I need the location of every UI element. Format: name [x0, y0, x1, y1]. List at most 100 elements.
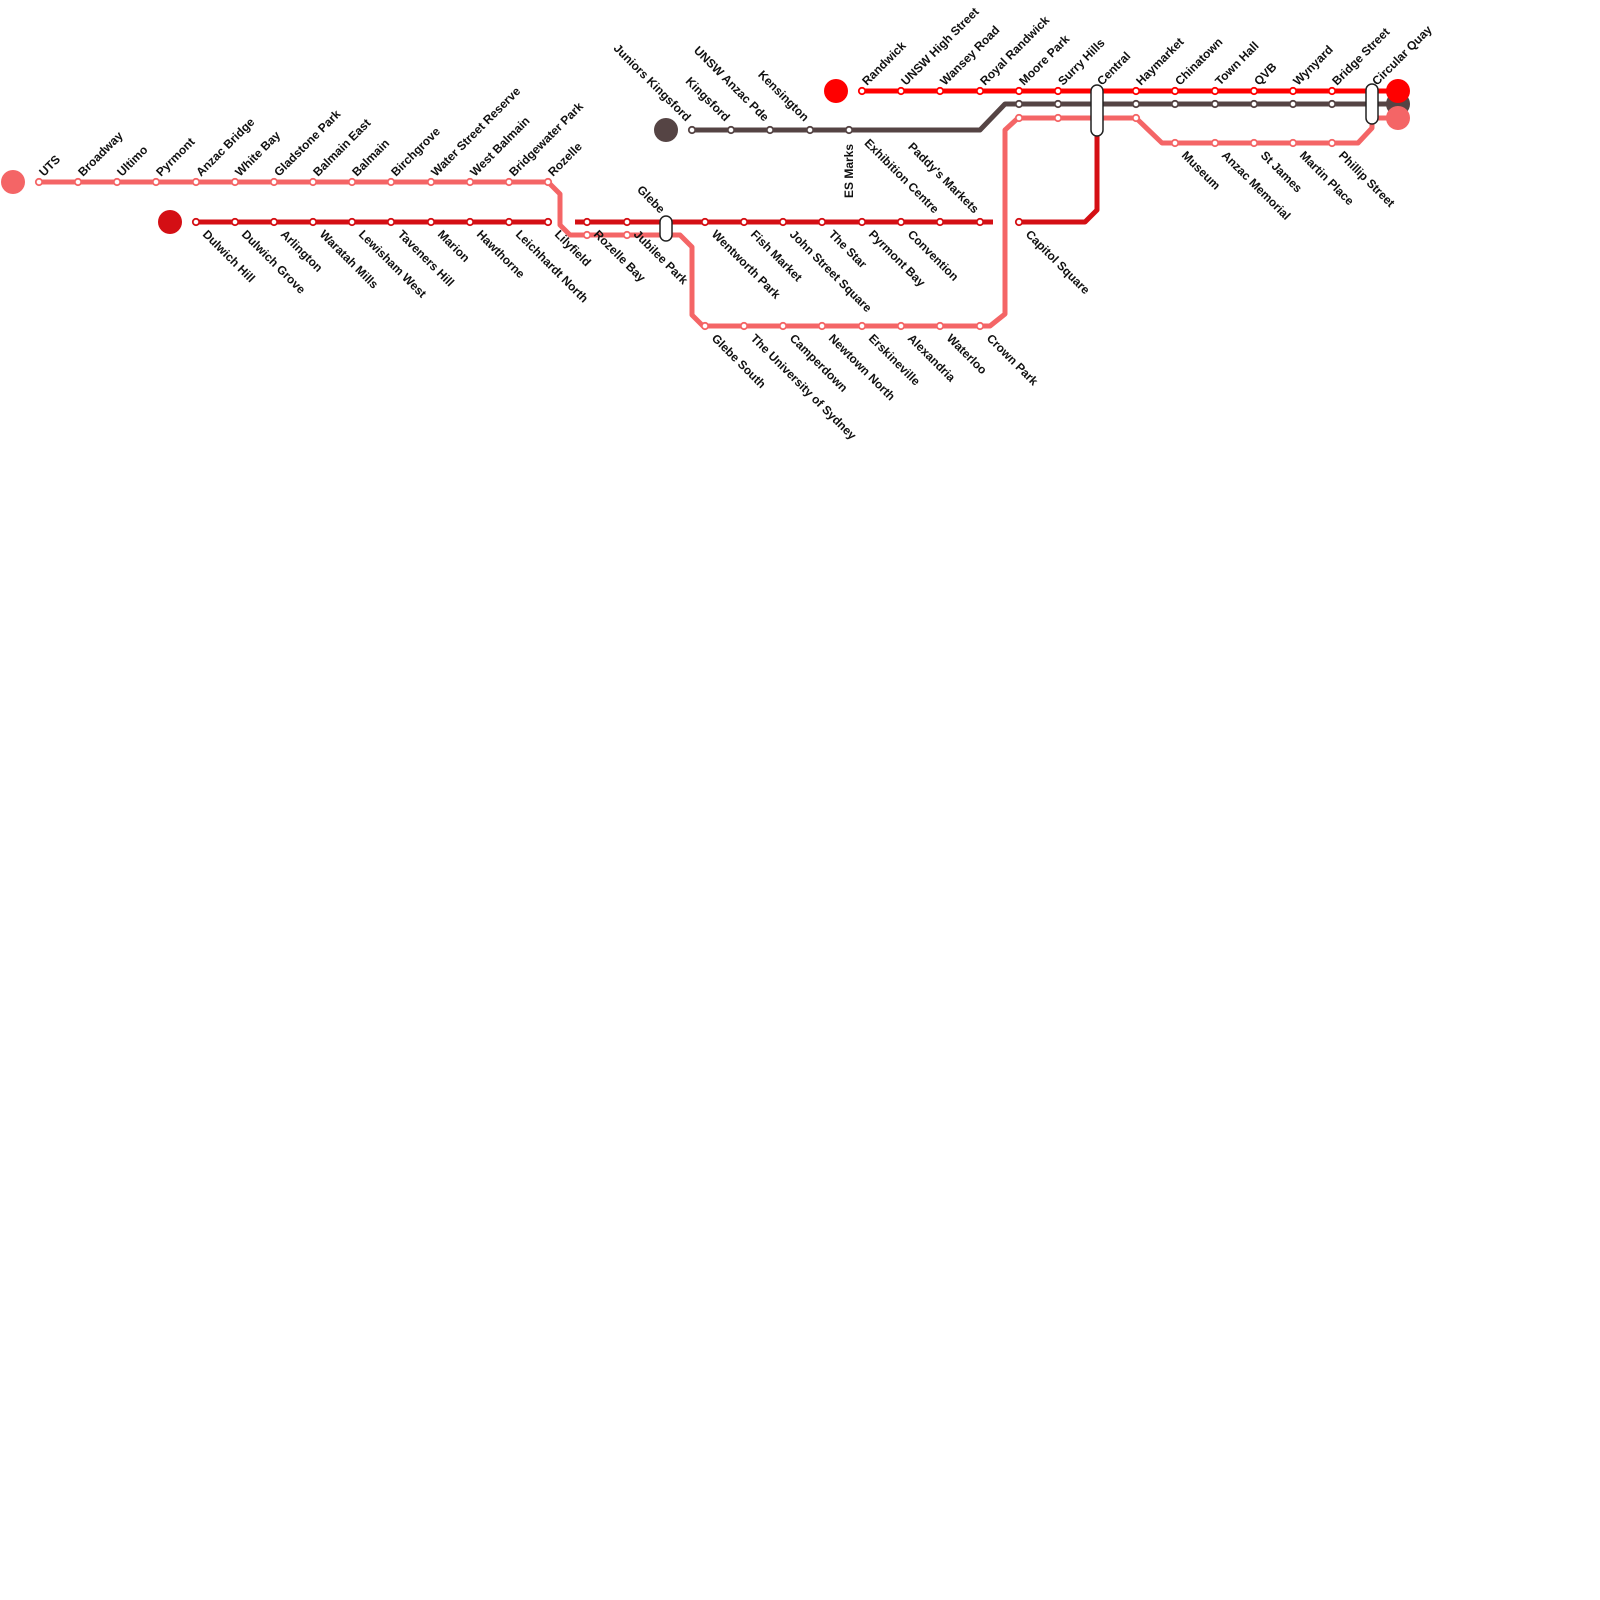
station-label: Central [1094, 49, 1133, 88]
stop [622, 230, 632, 240]
stop [935, 86, 945, 96]
stop [975, 86, 985, 96]
lines [39, 88, 1398, 329]
station-label: UTS [36, 152, 63, 179]
stop [975, 321, 985, 331]
stop [1053, 113, 1063, 123]
terminals [1, 79, 1410, 234]
station-label: Wentworth Park [709, 227, 784, 302]
interchanges [659, 83, 1379, 242]
stop [73, 177, 83, 187]
stop [1327, 99, 1337, 109]
interchange [659, 215, 673, 242]
station-label: Wynyard [1290, 43, 1336, 89]
stop [347, 177, 357, 187]
stop [844, 125, 854, 135]
stop [1249, 138, 1259, 148]
station-label: Rozelle [545, 139, 585, 179]
stop [817, 321, 827, 331]
stop [896, 217, 906, 227]
stop [739, 217, 749, 227]
stop [857, 321, 867, 331]
stop [778, 217, 788, 227]
stop [34, 177, 44, 187]
stop [1170, 86, 1180, 96]
station-label: Exhibition Centre [862, 136, 942, 216]
stop [269, 217, 279, 227]
stop [1249, 86, 1259, 96]
stop [896, 321, 906, 331]
stop [191, 217, 201, 227]
station-label: Anzac Memorial [1219, 148, 1294, 223]
station-label: Royal Randwick [977, 13, 1052, 88]
stop [1053, 86, 1063, 96]
stop [308, 217, 318, 227]
station-label: Lewisham West [356, 227, 429, 300]
stop [543, 217, 553, 227]
terminal [1386, 106, 1410, 130]
stop [1014, 217, 1024, 227]
stop [386, 177, 396, 187]
stop [1288, 138, 1298, 148]
stop [857, 217, 867, 227]
stop [1288, 86, 1298, 96]
stop [582, 230, 592, 240]
stop [1014, 113, 1024, 123]
station-label: Juniors Kingsford [611, 41, 694, 124]
station-label: Paddy's Markets [905, 140, 982, 217]
stop [1131, 113, 1141, 123]
stop [857, 86, 867, 96]
stop [230, 177, 240, 187]
terminal [158, 210, 182, 234]
interchange [1090, 84, 1104, 137]
stop [1053, 99, 1063, 109]
station-label: Ultimo [114, 143, 150, 179]
stop [582, 217, 592, 227]
station-label: Capitol Square [1023, 227, 1093, 297]
stop [465, 177, 475, 187]
station-label: Gladstone Park [271, 107, 343, 179]
stop [426, 217, 436, 227]
stop [1249, 99, 1259, 109]
stop [1210, 138, 1220, 148]
station-label: Marion [435, 227, 473, 265]
stop [543, 177, 553, 187]
stop [151, 177, 161, 187]
stop [687, 125, 697, 135]
stop [1288, 99, 1298, 109]
stop [975, 217, 985, 227]
route-line [692, 101, 1398, 133]
stop [817, 217, 827, 227]
station-label: Pyrmont [153, 135, 197, 179]
terminal [1386, 79, 1410, 103]
station-label: Museum [1179, 148, 1223, 192]
terminal [654, 118, 678, 142]
station-label: Leichhardt North [513, 227, 591, 305]
terminal [824, 79, 848, 103]
stop [1327, 138, 1337, 148]
stop [805, 125, 815, 135]
stop [1014, 86, 1024, 96]
stop [504, 177, 514, 187]
stop [1131, 86, 1141, 96]
stop [1131, 99, 1141, 109]
stop [622, 217, 632, 227]
stop [1327, 86, 1337, 96]
stop [1210, 99, 1220, 109]
stop [700, 321, 710, 331]
stop [386, 217, 396, 227]
stop [700, 217, 710, 227]
stop [426, 177, 436, 187]
stop [504, 217, 514, 227]
stop [1170, 138, 1180, 148]
stop [465, 217, 475, 227]
stop [935, 217, 945, 227]
stops [34, 86, 1337, 331]
stop [112, 177, 122, 187]
stop [935, 321, 945, 331]
stop [269, 177, 279, 187]
interchange [1365, 83, 1379, 125]
stop [896, 86, 906, 96]
route-line [39, 115, 1398, 329]
stop [1170, 99, 1180, 109]
